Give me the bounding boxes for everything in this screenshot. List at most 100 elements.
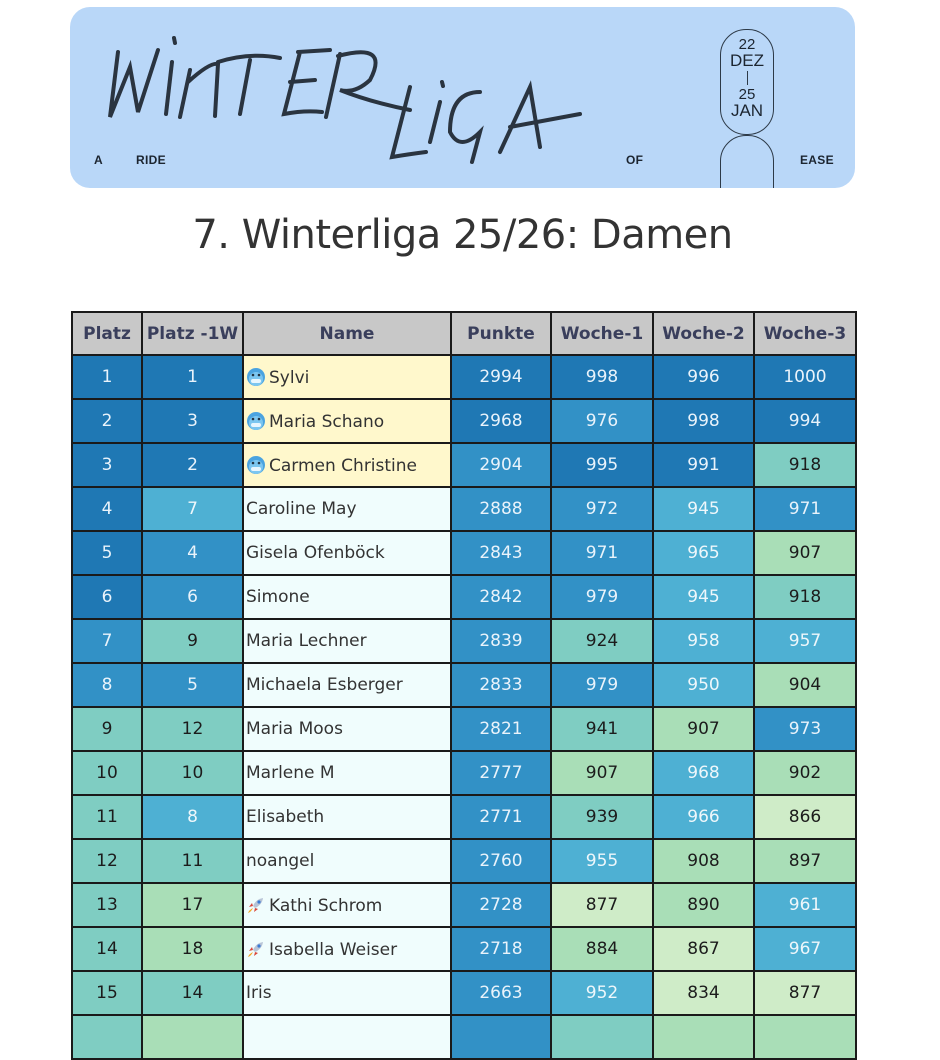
name-text: Kathi Schrom <box>269 895 383 916</box>
woche-2-text: 945 <box>687 499 720 519</box>
end-day: 25 <box>738 86 756 103</box>
woche-1-text: 972 <box>585 499 619 519</box>
woche-1-cell: 924 <box>550 618 654 664</box>
table-row[interactable]: 13 17 Kathi Schrom 2728 877 890 961 <box>71 882 857 928</box>
punkte-text: 2968 <box>479 411 523 431</box>
woche-2-text: 907 <box>687 719 720 739</box>
platz-cell: 5 <box>71 530 143 576</box>
name-cell: Maria Moos <box>242 706 452 752</box>
rocket-icon <box>246 939 266 959</box>
header-woche-3[interactable]: Woche-3 <box>753 311 857 356</box>
partial-cell <box>550 1014 654 1060</box>
table-row[interactable]: 15 14 Iris 2663 952 834 877 <box>71 970 857 1016</box>
name-cell: Sylvi <box>242 354 452 400</box>
woche-2-cell: 945 <box>652 574 755 620</box>
punkte-cell: 2888 <box>450 486 552 532</box>
partial-cell <box>141 1014 244 1060</box>
table-row[interactable]: 14 18 Isabella Weiser 2718 884 867 967 <box>71 926 857 972</box>
woche-2-text: 966 <box>687 807 720 827</box>
table-row-partial <box>71 1014 857 1060</box>
name-text: Carmen Christine <box>269 455 418 476</box>
platz-text: 13 <box>96 895 118 915</box>
previous-platz-cell: 5 <box>141 662 244 708</box>
woche-3-text: 961 <box>788 895 822 915</box>
name-text: Maria Lechner <box>246 631 367 651</box>
rocket-icon <box>246 895 266 915</box>
woche-1-cell: 877 <box>550 882 654 928</box>
table-row[interactable]: 9 12 Maria Moos 2821 941 907 973 <box>71 706 857 752</box>
woche-2-text: 950 <box>687 675 720 695</box>
previous-platz-cell: 18 <box>141 926 244 972</box>
name-text: Michaela Esberger <box>246 675 403 695</box>
table-row[interactable]: 8 5 Michaela Esberger 2833 979 950 904 <box>71 662 857 708</box>
header-woche-2[interactable]: Woche-2 <box>652 311 755 356</box>
table-row[interactable]: 10 10 Marlene M 2777 907 968 902 <box>71 750 857 796</box>
start-month: DEZ <box>730 51 764 70</box>
previous-platz-cell: 2 <box>141 442 244 488</box>
woche-3-text: 918 <box>788 455 822 475</box>
standings-table: Platz Platz -1W Name Punkte Woche-1 Woch… <box>71 311 857 1060</box>
header-punkte[interactable]: Punkte <box>450 311 552 356</box>
name-cell: noangel <box>242 838 452 884</box>
cold-face-icon <box>246 411 266 431</box>
table-row[interactable]: 5 4 Gisela Ofenböck 2843 971 965 907 <box>71 530 857 576</box>
woche-2-text: 908 <box>687 851 720 871</box>
platz-cell: 15 <box>71 970 143 1016</box>
page-title: 7. Winterliga 25/26: Damen <box>192 212 733 258</box>
name-text: Maria Schano <box>269 411 385 432</box>
woche-3-cell: 971 <box>753 486 857 532</box>
table-row[interactable]: 7 9 Maria Lechner 2839 924 958 957 <box>71 618 857 664</box>
woche-1-text: 884 <box>585 939 619 959</box>
previous-platz-text: 10 <box>181 763 204 783</box>
table-row[interactable]: 3 2 Carmen Christine 2904 995 991 918 <box>71 442 857 488</box>
woche-1-cell: 939 <box>550 794 654 840</box>
header-platz[interactable]: Platz <box>71 311 143 356</box>
previous-platz-cell: 3 <box>141 398 244 444</box>
table-header-row: Platz Platz -1W Name Punkte Woche-1 Woch… <box>71 311 857 356</box>
decorative-pill-icon <box>720 135 774 188</box>
previous-platz-text: 12 <box>181 719 204 739</box>
woche-2-cell: 958 <box>652 618 755 664</box>
table-row[interactable]: 6 6 Simone 2842 979 945 918 <box>71 574 857 620</box>
woche-2-text: 867 <box>687 939 720 959</box>
name-text: Maria Moos <box>246 719 343 739</box>
table-row[interactable]: 11 8 Elisabeth 2771 939 966 866 <box>71 794 857 840</box>
platz-cell: 3 <box>71 442 143 488</box>
punkte-text: 2994 <box>479 367 523 387</box>
name-cell: Iris <box>242 970 452 1016</box>
name-text: noangel <box>246 851 315 871</box>
name-text: Marlene M <box>246 763 335 783</box>
table-row[interactable]: 2 3 Maria Schano 2968 976 998 994 <box>71 398 857 444</box>
header-name[interactable]: Name <box>242 311 452 356</box>
name-text: Simone <box>246 587 310 607</box>
woche-1-cell: 976 <box>550 398 654 444</box>
platz-text: 3 <box>101 455 113 475</box>
woche-3-cell: 918 <box>753 442 857 488</box>
platz-cell: 6 <box>71 574 143 620</box>
platz-text: 8 <box>101 675 113 695</box>
previous-platz-cell: 8 <box>141 794 244 840</box>
header-platz-1w[interactable]: Platz -1W <box>141 311 244 356</box>
partial-cell <box>753 1014 857 1060</box>
woche-2-text: 890 <box>687 895 720 915</box>
woche-1-text: 877 <box>585 895 619 915</box>
woche-3-text: 957 <box>788 631 822 651</box>
woche-2-cell: 890 <box>652 882 755 928</box>
tagline-word: A <box>94 153 103 167</box>
previous-platz-text: 2 <box>187 455 198 475</box>
table-row[interactable]: 1 1 Sylvi 2994 998 996 1000 <box>71 354 857 400</box>
woche-3-cell: 967 <box>753 926 857 972</box>
punkte-text: 2777 <box>479 763 523 783</box>
platz-text: 11 <box>96 807 118 827</box>
woche-1-cell: 907 <box>550 750 654 796</box>
table-row[interactable]: 4 7 Caroline May 2888 972 945 971 <box>71 486 857 532</box>
table-row[interactable]: 12 11 noangel 2760 955 908 897 <box>71 838 857 884</box>
woche-1-cell: 979 <box>550 574 654 620</box>
woche-1-cell: 884 <box>550 926 654 972</box>
previous-platz-text: 7 <box>187 499 198 519</box>
name-cell: Kathi Schrom <box>242 882 452 928</box>
woche-3-cell: 897 <box>753 838 857 884</box>
punkte-cell: 2718 <box>450 926 552 972</box>
header-woche-1[interactable]: Woche-1 <box>550 311 654 356</box>
woche-1-text: 955 <box>585 851 619 871</box>
